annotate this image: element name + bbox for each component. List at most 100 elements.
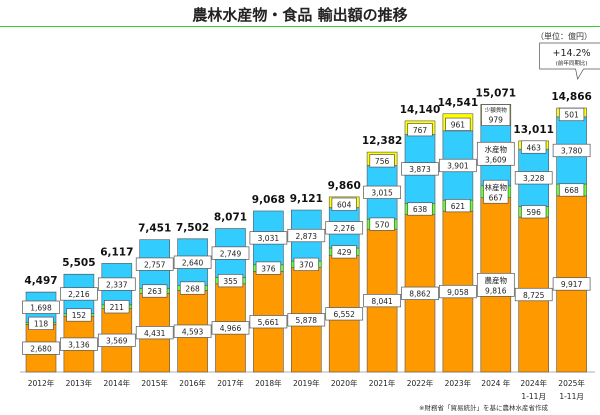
svg-text:水産物: 水産物 (485, 144, 508, 154)
svg-text:2,757: 2,757 (144, 260, 166, 269)
svg-text:8,041: 8,041 (371, 297, 393, 306)
data-label: 756 (369, 154, 395, 168)
total-label: 14,541 (438, 97, 479, 109)
svg-text:638: 638 (413, 205, 428, 214)
data-label: 604 (331, 197, 357, 211)
svg-text:621: 621 (451, 202, 466, 211)
x-tick-label: 2023年 (445, 378, 472, 388)
x-tick-label: 2025年 (558, 378, 585, 388)
svg-text:5,878: 5,878 (296, 316, 318, 325)
data-label: 9,917 (552, 277, 591, 291)
svg-text:3,609: 3,609 (485, 155, 507, 164)
data-label: 638 (407, 202, 433, 216)
unit-label: （単位：億円） (536, 32, 592, 41)
svg-text:2,680: 2,680 (30, 344, 52, 353)
svg-text:3,031: 3,031 (258, 234, 280, 243)
x-tick-label: 2021年 (369, 378, 396, 388)
data-label: 463 (521, 140, 547, 154)
svg-text:961: 961 (451, 121, 466, 130)
data-label: 3,015 (363, 185, 401, 199)
data-label: 3,031 (249, 231, 288, 245)
svg-text:596: 596 (527, 208, 542, 217)
svg-text:979: 979 (489, 116, 504, 125)
data-label: 8,725 (514, 287, 553, 302)
data-label: 4,431 (135, 326, 174, 340)
total-label: 8,071 (214, 212, 247, 224)
data-label: 3,780 (552, 143, 591, 158)
data-label: 118 (28, 316, 54, 330)
svg-text:463: 463 (527, 143, 542, 152)
x-tick-label: 2017年 (217, 378, 244, 388)
data-label: 5,878 (287, 313, 326, 327)
svg-text:118: 118 (34, 320, 49, 329)
total-label: 7,502 (176, 222, 209, 234)
data-label: 961 (445, 117, 471, 131)
svg-text:9,917: 9,917 (561, 280, 583, 289)
svg-text:4,593: 4,593 (182, 327, 204, 336)
total-label: 12,382 (362, 135, 403, 147)
svg-text:3,780: 3,780 (561, 147, 583, 156)
data-label: 2,276 (325, 221, 364, 235)
svg-text:3,228: 3,228 (523, 174, 545, 183)
total-label: 6,117 (100, 246, 133, 258)
x-tick-label: 2014年 (104, 378, 131, 388)
svg-text:4,431: 4,431 (144, 329, 166, 338)
data-label: 570 (369, 217, 395, 231)
svg-text:2,873: 2,873 (296, 232, 318, 241)
svg-text:767: 767 (413, 126, 428, 135)
data-label: 少額貨物 979 (481, 104, 511, 126)
x-tick-label: 2013年 (66, 378, 93, 388)
data-label: 3,136 (60, 337, 98, 351)
svg-text:3,873: 3,873 (409, 165, 431, 174)
svg-text:2,276: 2,276 (333, 224, 355, 233)
svg-text:農産物: 農産物 (485, 275, 508, 285)
total-label: 9,860 (328, 180, 361, 192)
data-label: 3,569 (97, 333, 136, 347)
svg-text:152: 152 (72, 311, 87, 320)
svg-text:+14.2%: +14.2% (553, 48, 591, 59)
svg-text:8,725: 8,725 (523, 291, 545, 300)
data-label: 501 (558, 107, 585, 122)
total-label: 9,121 (290, 193, 323, 205)
data-label: 3,228 (514, 171, 553, 185)
svg-text:668: 668 (564, 186, 579, 195)
svg-text:少額貨物: 少額貨物 (485, 106, 508, 114)
data-label: 355 (217, 274, 244, 288)
data-label: 370 (293, 257, 319, 271)
x-tick-label: 2016年 (179, 378, 206, 388)
svg-text:263: 263 (148, 287, 163, 296)
data-label: 211 (104, 300, 130, 314)
data-label: 668 (558, 183, 585, 197)
growth-callout: +14.2%(前年同期比) (539, 42, 600, 80)
svg-text:9,058: 9,058 (447, 288, 469, 297)
footnote: ※財務省「貿易統計」を基に農林水産省作成 (419, 404, 548, 412)
svg-text:1,698: 1,698 (30, 303, 52, 312)
total-label: 4,497 (24, 275, 57, 287)
svg-text:5,661: 5,661 (258, 318, 280, 327)
svg-text:355: 355 (223, 277, 238, 286)
svg-text:3,569: 3,569 (106, 337, 128, 346)
data-label: 4,593 (173, 324, 212, 338)
x-tick-label: 2020年 (331, 378, 358, 388)
data-label: 8,041 (363, 294, 401, 308)
data-label: 376 (255, 261, 282, 275)
svg-text:8,862: 8,862 (409, 290, 431, 299)
svg-text:2,216: 2,216 (68, 290, 90, 299)
svg-text:667: 667 (489, 193, 504, 202)
data-label: 6,552 (325, 307, 364, 321)
data-label: 2,757 (135, 257, 174, 271)
data-label: 9,058 (439, 284, 477, 299)
svg-text:604: 604 (337, 200, 352, 209)
total-label: 14,866 (551, 91, 592, 103)
x-tick-label: 1-11月 (521, 392, 546, 401)
total-label: 14,140 (400, 104, 441, 116)
data-label: 429 (331, 245, 357, 259)
svg-text:(前年同期比): (前年同期比) (556, 59, 588, 67)
svg-text:6,552: 6,552 (333, 310, 355, 319)
x-tick-label: 1-11月 (559, 392, 584, 401)
